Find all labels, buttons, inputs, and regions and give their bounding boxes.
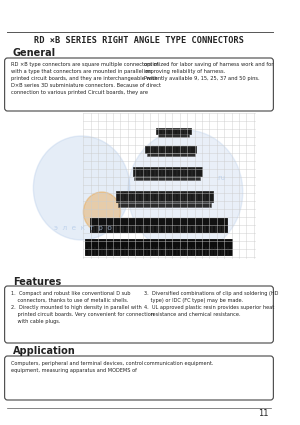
- Text: э  л  е  к  т  р  о: э л е к т р о: [54, 225, 112, 231]
- Bar: [158, 134, 189, 136]
- Text: General: General: [13, 48, 56, 58]
- Text: RD ×B SERIES RIGHT ANGLE TYPE CONNECTORS: RD ×B SERIES RIGHT ANGLE TYPE CONNECTORS: [34, 36, 244, 45]
- Bar: [85, 239, 232, 255]
- Bar: [133, 167, 202, 176]
- Bar: [134, 176, 200, 180]
- FancyBboxPatch shape: [4, 58, 273, 111]
- FancyBboxPatch shape: [4, 356, 273, 400]
- Text: 1.  Compact and robust like conventional D sub
    connectors, thanks to use of : 1. Compact and robust like conventional …: [11, 291, 154, 324]
- Text: Computers, peripheral and terminal devices, control
equipment, measuring apparat: Computers, peripheral and terminal devic…: [11, 361, 143, 373]
- Circle shape: [128, 130, 243, 254]
- Text: 11: 11: [258, 409, 269, 418]
- Bar: [147, 153, 195, 156]
- Bar: [146, 146, 196, 153]
- Text: communication equipment.: communication equipment.: [144, 361, 213, 366]
- Circle shape: [83, 192, 121, 232]
- Bar: [156, 128, 191, 134]
- Bar: [90, 218, 227, 232]
- Text: 3.  Diversified combinations of clip and soldering (HD
    type) or IDC (FC type: 3. Diversified combinations of clip and …: [144, 291, 278, 317]
- Bar: [116, 191, 213, 202]
- Text: optimized for labor saving of harness work and for
improving reliability of harn: optimized for labor saving of harness wo…: [144, 62, 273, 81]
- Circle shape: [33, 136, 130, 240]
- Text: Features: Features: [13, 277, 61, 287]
- Text: Application: Application: [13, 346, 76, 356]
- Text: RD ×B type connectors are square multiple connectors of
with a type that connect: RD ×B type connectors are square multipl…: [11, 62, 161, 95]
- Text: .ru: .ru: [216, 175, 225, 181]
- Bar: [118, 202, 211, 207]
- FancyBboxPatch shape: [4, 286, 273, 343]
